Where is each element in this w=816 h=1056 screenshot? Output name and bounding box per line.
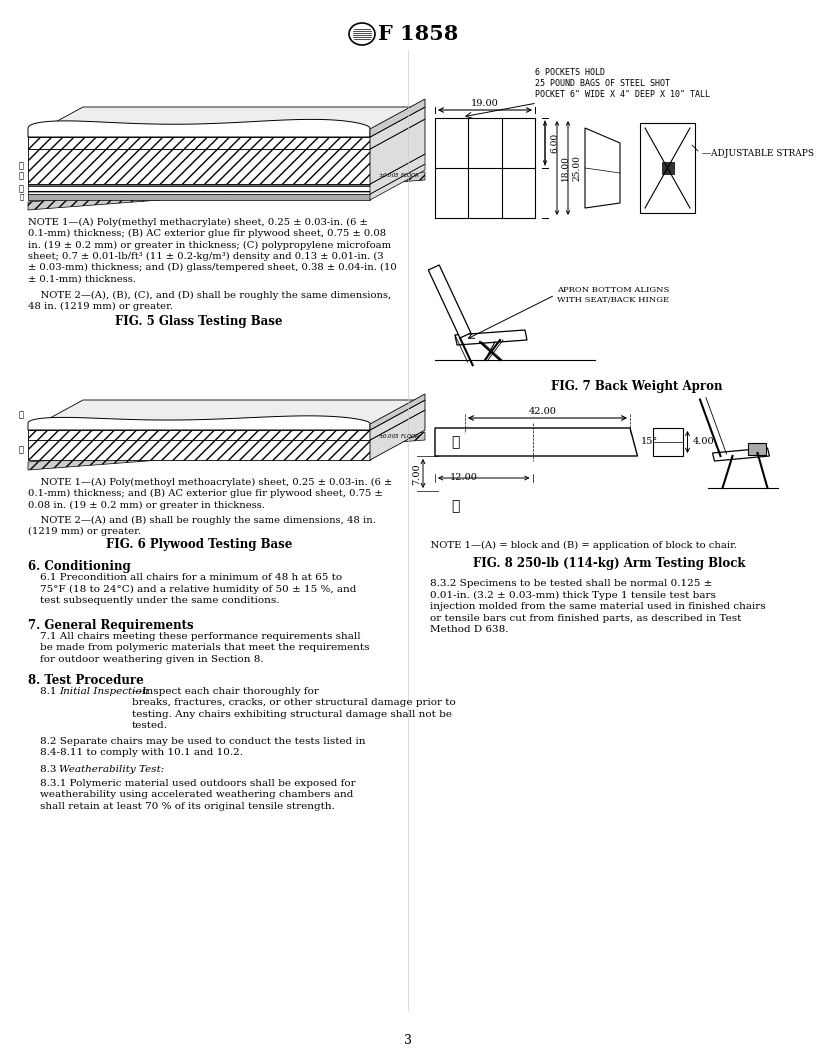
- Text: $\pm$0.005 FLOOR: $\pm$0.005 FLOOR: [378, 171, 420, 180]
- Text: 6.1 Precondition all chairs for a minimum of 48 h at 65 to
75°F (18 to 24°C) and: 6.1 Precondition all chairs for a minimu…: [40, 573, 357, 605]
- Polygon shape: [370, 99, 425, 137]
- Text: Ⓑ: Ⓑ: [450, 499, 459, 513]
- Text: FIG. 5 Glass Testing Base: FIG. 5 Glass Testing Base: [115, 315, 283, 328]
- Polygon shape: [28, 164, 425, 194]
- Polygon shape: [28, 119, 370, 137]
- Bar: [640, 122, 695, 213]
- Polygon shape: [28, 137, 370, 149]
- Text: ⒱: ⒱: [19, 171, 24, 181]
- Text: Weatherability Test:: Weatherability Test:: [59, 765, 164, 774]
- Text: APRON BOTTOM ALIGNS
WITH SEAT/BACK HINGE: APRON BOTTOM ALIGNS WITH SEAT/BACK HINGE: [557, 286, 669, 304]
- Polygon shape: [28, 107, 425, 137]
- Text: 7.1 All chairs meeting these performance requirements shall
be made from polymer: 7.1 All chairs meeting these performance…: [40, 631, 370, 664]
- Polygon shape: [435, 428, 637, 456]
- Polygon shape: [28, 432, 425, 470]
- Polygon shape: [28, 154, 425, 184]
- Polygon shape: [712, 448, 769, 461]
- Polygon shape: [370, 107, 425, 149]
- Text: NOTE 1—(A) Poly(methoyl methoacrylate) sheet, 0.25 ± 0.03-in. (6 ±
0.1-mm) thick: NOTE 1—(A) Poly(methoyl methoacrylate) s…: [28, 478, 392, 510]
- Text: NOTE 1—(A) = block and (B) = application of block to chair.: NOTE 1—(A) = block and (B) = application…: [418, 541, 737, 550]
- Polygon shape: [28, 184, 370, 194]
- Polygon shape: [455, 329, 527, 345]
- Polygon shape: [28, 172, 425, 210]
- Bar: [747, 444, 765, 455]
- Polygon shape: [28, 430, 370, 440]
- Text: F 1858: F 1858: [378, 24, 459, 44]
- Polygon shape: [370, 400, 425, 440]
- Text: Ⓐ: Ⓐ: [19, 411, 24, 419]
- Text: 8.3.2 Specimens to be tested shall be normal 0.125 ±
0.01-in. (3.2 ± 0.03-mm) th: 8.3.2 Specimens to be tested shall be no…: [430, 579, 765, 634]
- Text: 6. Conditioning: 6. Conditioning: [28, 560, 131, 573]
- Text: NOTE 2—(A) and (B) shall be roughly the same dimensions, 48 in.
(1219 mm) or gre: NOTE 2—(A) and (B) shall be roughly the …: [28, 516, 376, 536]
- Text: 6 POCKETS HOLD
25 POUND BAGS OF STEEL SHOT
POCKET 6" WIDE X 4" DEEP X 10" TALL: 6 POCKETS HOLD 25 POUND BAGS OF STEEL SH…: [535, 68, 710, 99]
- Text: 8.1: 8.1: [40, 687, 60, 696]
- Polygon shape: [428, 265, 471, 338]
- Text: NOTE 1—(A) Poly(methyl methacrylate) sheet, 0.25 ± 0.03-in. (6 ±
0.1-mm) thickne: NOTE 1—(A) Poly(methyl methacrylate) she…: [28, 218, 397, 283]
- Bar: [662, 162, 673, 174]
- Polygon shape: [28, 416, 370, 430]
- Polygon shape: [28, 119, 425, 149]
- Text: 7. General Requirements: 7. General Requirements: [28, 619, 193, 631]
- Text: 3: 3: [404, 1034, 412, 1046]
- Text: FIG. 8 250-lb (114-kg) Arm Testing Block: FIG. 8 250-lb (114-kg) Arm Testing Block: [472, 557, 745, 570]
- Polygon shape: [28, 410, 425, 440]
- Text: 12.00: 12.00: [450, 473, 478, 482]
- Text: —Inspect each chair thoroughly for
breaks, fractures, cracks, or other structura: —Inspect each chair thoroughly for break…: [132, 687, 456, 731]
- Polygon shape: [370, 119, 425, 184]
- Text: FIG. 6 Plywood Testing Base: FIG. 6 Plywood Testing Base: [106, 538, 292, 551]
- Text: 8. Test Procedure: 8. Test Procedure: [28, 674, 144, 687]
- Polygon shape: [370, 410, 425, 460]
- Polygon shape: [28, 194, 370, 200]
- Text: 15°: 15°: [641, 437, 658, 447]
- Polygon shape: [370, 394, 425, 430]
- Text: Ⓑ: Ⓑ: [19, 162, 24, 170]
- Polygon shape: [28, 149, 370, 184]
- Text: 18.00: 18.00: [561, 155, 570, 181]
- Text: Ⓐ: Ⓐ: [20, 193, 24, 201]
- Polygon shape: [370, 154, 425, 194]
- Text: 19.00: 19.00: [471, 99, 499, 108]
- Text: Initial Inspection: Initial Inspection: [59, 687, 149, 696]
- Text: Ⓐ: Ⓐ: [450, 435, 459, 449]
- Text: Ⓒ: Ⓒ: [19, 185, 24, 193]
- Text: 7.00: 7.00: [412, 464, 421, 485]
- Text: NOTE 2—(A), (B), (C), and (D) shall be roughly the same dimensions,
48 in. (1219: NOTE 2—(A), (B), (C), and (D) shall be r…: [28, 291, 391, 312]
- Text: Ⓑ: Ⓑ: [19, 446, 24, 454]
- Polygon shape: [28, 400, 425, 430]
- Text: 8.3.1 Polymeric material used outdoors shall be exposed for
weatherability using: 8.3.1 Polymeric material used outdoors s…: [40, 779, 356, 811]
- Polygon shape: [28, 440, 370, 460]
- Text: 25.00: 25.00: [572, 155, 581, 181]
- Text: —ADJUSTABLE STRAPS: —ADJUSTABLE STRAPS: [702, 149, 814, 157]
- Text: $\pm$0.005 FLOOR: $\pm$0.005 FLOOR: [378, 432, 420, 440]
- Polygon shape: [585, 128, 620, 208]
- Text: FIG. 7 Back Weight Apron: FIG. 7 Back Weight Apron: [551, 380, 722, 393]
- Text: 42.00: 42.00: [529, 407, 557, 416]
- Text: 6.00: 6.00: [550, 133, 559, 153]
- Polygon shape: [370, 164, 425, 200]
- Text: 8.2 Separate chairs may be used to conduct the tests listed in
8.4-8.11 to compl: 8.2 Separate chairs may be used to condu…: [40, 737, 366, 757]
- Text: 4.00: 4.00: [693, 437, 714, 447]
- Text: 8.3: 8.3: [40, 765, 60, 774]
- Bar: [653, 428, 682, 456]
